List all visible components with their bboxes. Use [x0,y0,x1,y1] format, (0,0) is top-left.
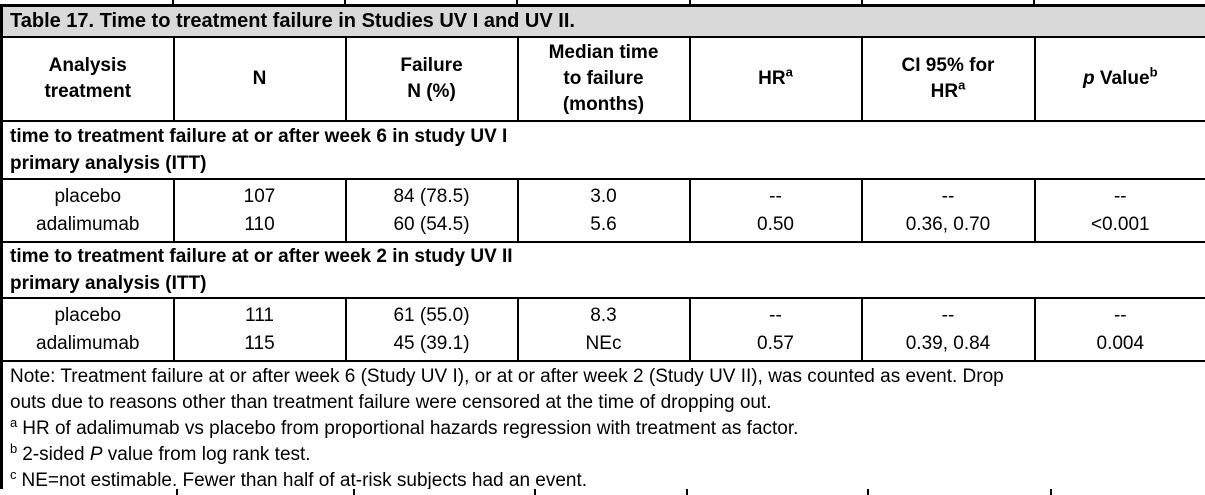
column-divider-tick [176,489,178,495]
column-divider-tick [861,0,863,4]
cell-uv1-n: 107 110 [172,178,347,243]
column-divider-tick [1033,0,1035,4]
cell-uv1-treatment: placebo adalimumab [0,178,175,243]
col-header-p-value: p Valueb [1033,36,1205,122]
column-divider-tick [867,489,869,495]
data-row-uv1: placebo adalimumab 107 110 84 (78.5) 60 … [0,178,1205,243]
cell-uv1-median: 3.0 5.6 [516,178,691,243]
cell-uv1-failure: 84 (78.5) 60 (54.5) [344,178,519,243]
col-header-median-time: Median time to failure (months) [516,36,691,122]
column-divider-tick [686,489,688,495]
col-header-hr: HRa [688,36,863,122]
cell-uv2-ci: -- 0.39, 0.84 [860,297,1036,362]
column-divider-tick [534,489,536,495]
col-header-ci: CI 95% for HRa [860,36,1036,122]
header-row: Analysis treatment N Failure N (%) Media… [0,36,1205,122]
footnote-a: a HR of adalimumab vs placebo from propor… [10,414,799,439]
table-title: Table 17. Time to treatment failure in S… [0,4,1205,38]
column-divider-tick [1050,489,1052,495]
data-row-uv2: placebo adalimumab 111 115 61 (55.0) 45 … [0,297,1205,362]
column-divider-tick [172,0,174,4]
cell-uv2-hr: -- 0.57 [688,297,863,362]
section-row-uv1: time to treatment failure at or after we… [0,120,1205,180]
table-notes: Note: Treatment failure at or after week… [0,360,1205,495]
column-divider-tick [353,489,355,495]
cell-uv2-median: 8.3 NEc [516,297,691,362]
col-header-n: N [172,36,347,122]
cell-uv1-pvalue: -- <0.001 [1033,178,1205,243]
cell-uv2-treatment: placebo adalimumab [0,297,175,362]
column-divider-tick [516,0,518,4]
column-divider-tick [689,0,691,4]
cell-uv2-n: 111 115 [172,297,347,362]
note-text-line2: outs due to reasons other than treatment… [10,392,772,413]
cell-uv2-failure: 61 (55.0) 45 (39.1) [344,297,519,362]
cell-uv1-ci: -- 0.36, 0.70 [860,178,1036,243]
top-edge-strip [0,0,1205,4]
section-header-uv1: time to treatment failure at or after we… [0,120,1205,180]
section-header-uv2: time to treatment failure at or after we… [0,241,1205,299]
cell-uv1-hr: -- 0.50 [688,178,863,243]
cell-uv2-pvalue: -- 0.004 [1033,297,1205,362]
table17: Table 17. Time to treatment failure in S… [0,4,1205,495]
title-row: Table 17. Time to treatment failure in S… [0,4,1205,38]
col-header-failure: Failure N (%) [344,36,519,122]
section-row-uv2: time to treatment failure at or after we… [0,241,1205,299]
column-divider-tick [344,0,346,4]
note-text-line1: Note: Treatment failure at or after week… [10,366,1004,387]
bottom-edge-strip [0,489,1205,495]
col-header-analysis-treatment: Analysis treatment [0,36,175,122]
footnote-b: b 2-sided P value from log rank test. [10,440,311,465]
footnote-c: c NE=not estimable. Fewer than half of at… [10,466,588,491]
notes-row: Note: Treatment failure at or after week… [0,360,1205,495]
